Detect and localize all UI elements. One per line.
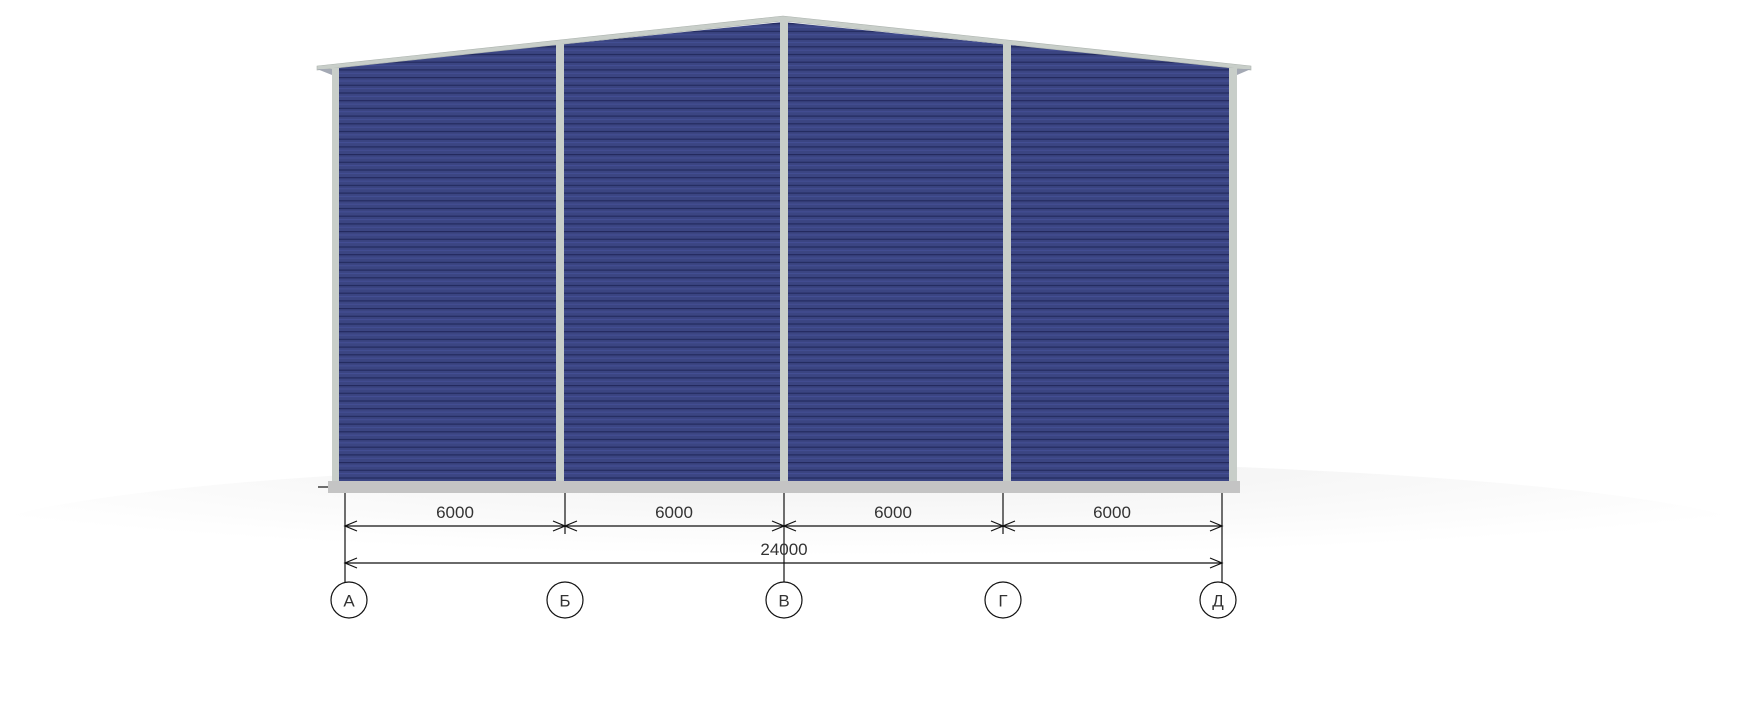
axis-marker-a: А: [330, 581, 368, 619]
ground-shadow: [0, 460, 1737, 620]
axis-label-d: Д: [1212, 592, 1224, 611]
column-b: [556, 44, 564, 483]
total-dimension: 24000: [760, 540, 807, 559]
axis-marker-v: В: [765, 581, 803, 619]
span-dimension-2: 6000: [655, 503, 693, 522]
span-dimension-line: [343, 520, 1224, 532]
span-dimension-1: 6000: [436, 503, 474, 522]
column-g: [1003, 44, 1011, 483]
column-a: [332, 68, 339, 483]
roof-overhang-right: [1237, 69, 1251, 75]
axis-label-a: А: [343, 592, 355, 611]
total-dimension-line: [343, 557, 1224, 569]
axis-marker-b: Б: [546, 581, 584, 619]
axis-label-g: Г: [998, 592, 1007, 611]
column-d: [1229, 68, 1237, 483]
axis-label-b: Б: [559, 592, 570, 611]
foundation-base: [328, 481, 1240, 493]
extension-lines: [344, 493, 1223, 582]
column-v: [780, 19, 788, 483]
roof-overhang-left: [317, 69, 332, 75]
axis-marker-d: Д: [1199, 581, 1237, 619]
axis-label-v: В: [778, 592, 789, 611]
span-dimension-3: 6000: [874, 503, 912, 522]
roof-edge: [316, 15, 1252, 71]
axis-marker-g: Г: [984, 581, 1022, 619]
span-dimension-4: 6000: [1093, 503, 1131, 522]
